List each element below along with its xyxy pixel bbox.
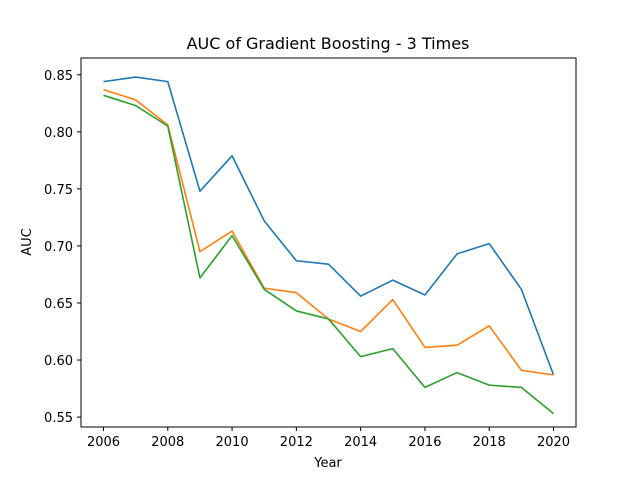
plot-frame [80,57,577,428]
x-tick-label: 2014 [344,435,377,450]
series-line-3 [103,94,555,415]
series-line-1 [103,76,555,376]
series-layer [103,76,555,415]
y-tick-label: 0.85 [44,69,73,84]
y-tick-label: 0.55 [44,411,73,426]
x-tick-label: 2016 [408,435,441,450]
chart-title: AUC of Gradient Boosting - 3 Times [187,34,470,53]
x-axis-label: Year [313,456,342,471]
x-tick-label: 2006 [87,435,120,450]
x-tick-label: 2008 [151,435,184,450]
y-tick-label: 0.70 [44,240,73,255]
y-tick-label: 0.60 [44,354,73,369]
y-tick-label: 0.65 [44,297,73,312]
x-tick-label: 2010 [216,435,249,450]
x-tick-label: 2020 [537,435,570,450]
x-axis: 2006 2008 2010 2012 2014 2016 2018 2020 [87,427,570,450]
y-tick-label: 0.75 [44,183,73,198]
y-tick-label: 0.80 [44,126,73,141]
y-axis-label: AUC [20,228,35,256]
x-tick-label: 2012 [280,435,313,450]
y-axis: 0.55 0.60 0.65 0.70 0.75 0.80 0.85 [44,69,81,426]
x-tick-label: 2018 [473,435,506,450]
